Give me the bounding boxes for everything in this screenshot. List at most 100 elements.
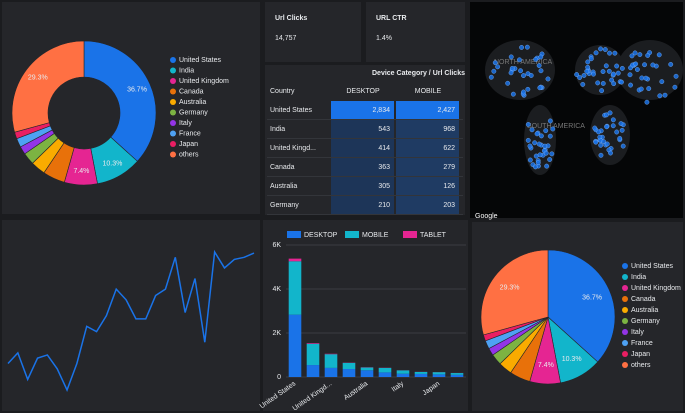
map-dot — [610, 123, 616, 129]
map-dot — [537, 152, 543, 158]
map-dot — [657, 93, 663, 99]
cell: 543 — [378, 126, 390, 133]
map-dot — [633, 61, 639, 67]
map-dot — [521, 73, 526, 79]
legend-label: United States — [631, 263, 674, 270]
slice-label: 10.3% — [562, 356, 582, 363]
cell-bg — [396, 120, 459, 138]
map-dot — [547, 118, 553, 124]
map-dot — [604, 124, 610, 130]
map-dot — [611, 71, 616, 77]
legend-swatch — [170, 130, 176, 137]
bar — [378, 372, 392, 377]
map-dot — [638, 86, 644, 92]
map-dot — [525, 122, 531, 127]
map-dot — [619, 65, 625, 71]
legend-label: France — [631, 340, 653, 347]
y-tick-label: 0 — [277, 374, 281, 381]
slice-label: 36.7% — [127, 86, 147, 93]
map-dot — [656, 52, 662, 58]
map-dot — [527, 157, 533, 163]
bar — [396, 373, 410, 377]
legend-swatch — [170, 120, 176, 126]
bar — [342, 362, 356, 370]
map-dot — [528, 73, 534, 78]
slice — [480, 249, 549, 336]
map-dot — [599, 88, 605, 94]
map-dot — [606, 68, 612, 74]
legend-swatch — [170, 109, 176, 116]
legend-label: Italy — [631, 329, 644, 336]
panel — [2, 220, 260, 411]
legend-label: Canada — [179, 88, 204, 95]
map-dot — [488, 74, 494, 80]
map-dot — [614, 63, 620, 69]
bar — [342, 369, 356, 377]
slice-label: 29.3% — [500, 285, 520, 292]
panel — [265, 2, 361, 62]
legend-label: MOBILE — [362, 232, 389, 239]
map-dot — [617, 135, 623, 141]
scorecard-value: 1.4% — [376, 35, 392, 42]
map-dot — [618, 121, 624, 127]
map-dot — [535, 160, 541, 166]
cell: 210 — [378, 202, 390, 209]
legend-label: TABLET — [420, 232, 447, 239]
legend-swatch — [622, 307, 628, 313]
table-title: Device Category / Url Clicks — [372, 70, 465, 77]
legend-label: Australia — [179, 99, 206, 106]
map-dot — [547, 133, 553, 139]
map-dot — [595, 80, 601, 86]
map-dot — [596, 129, 602, 135]
map-dot — [518, 68, 523, 74]
map-dot — [495, 64, 501, 70]
bar — [432, 374, 446, 377]
cell-bg — [396, 177, 459, 195]
map-dot — [545, 76, 551, 82]
map-dot — [604, 141, 610, 147]
map-dot — [549, 151, 555, 157]
legend-label: Germany — [631, 318, 660, 325]
map-dot — [602, 47, 608, 52]
cell-bg — [331, 158, 394, 176]
cell: 622 — [443, 145, 455, 152]
map-dot — [593, 139, 599, 145]
map-dot — [612, 50, 618, 56]
bar — [432, 372, 446, 375]
map-dot — [509, 65, 515, 71]
legend-label: Australia — [631, 307, 658, 314]
map-dot — [598, 142, 604, 148]
map-dot — [525, 86, 531, 92]
map-dot — [639, 75, 645, 81]
cell-bg — [331, 177, 394, 195]
bar — [288, 261, 302, 315]
map-dot — [536, 141, 542, 147]
map-dot — [585, 59, 591, 65]
legend-swatch — [622, 296, 628, 302]
map-dot — [533, 56, 539, 62]
map-dot — [672, 84, 678, 90]
cell: 126 — [443, 183, 455, 190]
column-header: MOBILE — [415, 88, 442, 95]
bar — [450, 373, 464, 375]
map-dot — [591, 71, 596, 77]
cell: 2,834 — [372, 107, 390, 114]
land — [617, 40, 683, 100]
cell: India — [270, 126, 285, 133]
legend-swatch — [170, 141, 176, 147]
map-logo: Google — [475, 213, 498, 220]
legend-label: Japan — [631, 351, 650, 358]
map-dot — [505, 80, 511, 86]
legend-swatch — [622, 362, 628, 368]
map-land — [485, 40, 683, 175]
y-tick-label: 6K — [272, 242, 281, 249]
map-dot — [508, 54, 514, 60]
map-dot — [598, 46, 604, 52]
cell-bg — [396, 101, 459, 119]
legend-swatch — [170, 67, 176, 74]
slice-label: 7.4% — [538, 362, 554, 369]
legend-swatch — [170, 78, 176, 84]
map-dot — [593, 50, 599, 56]
map-dot — [603, 63, 609, 69]
